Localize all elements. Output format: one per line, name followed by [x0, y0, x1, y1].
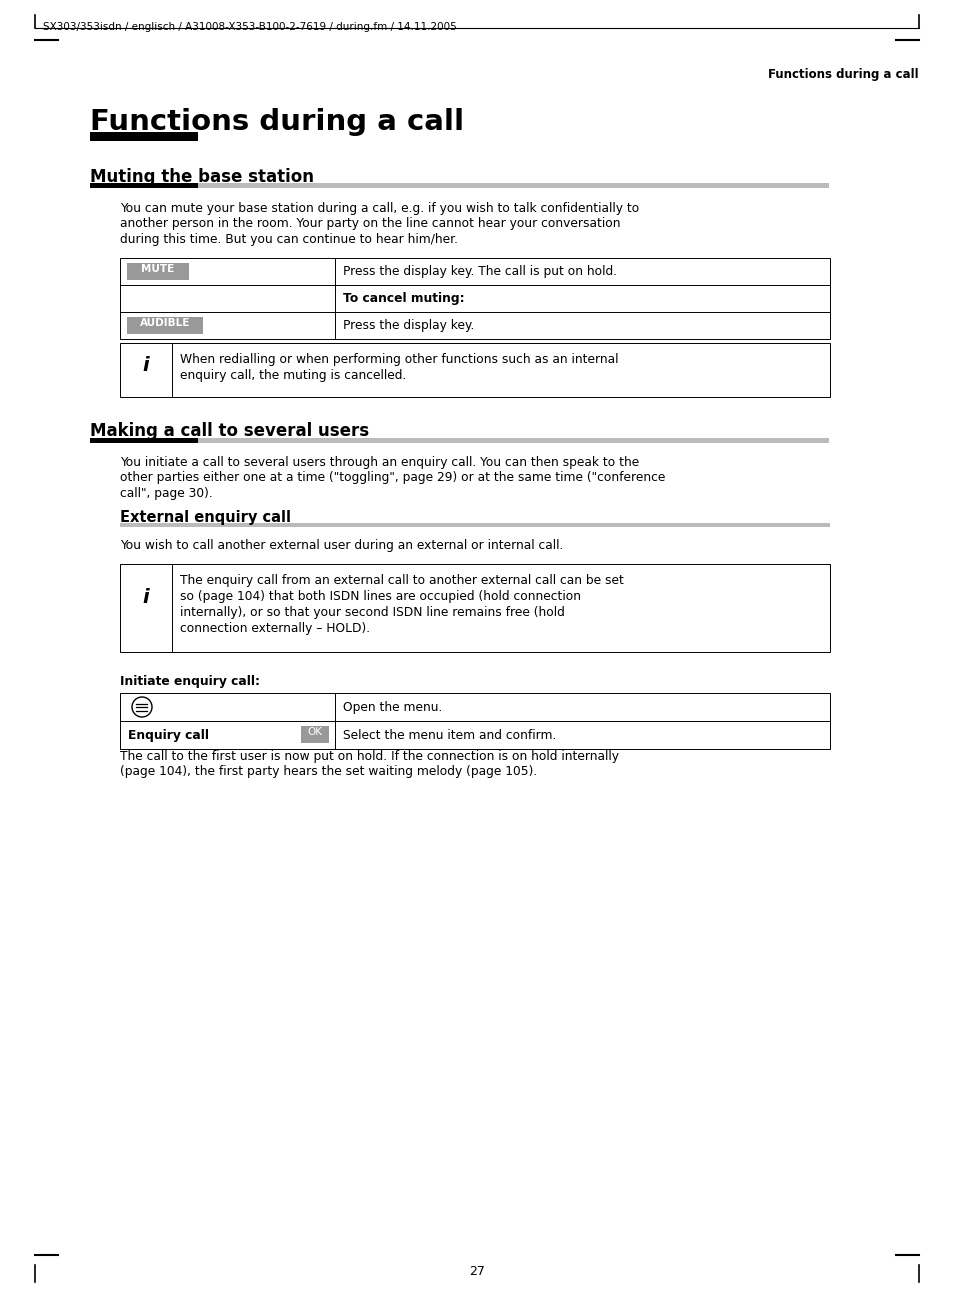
- Text: connection externally – HOLD).: connection externally – HOLD).: [180, 622, 370, 635]
- Text: Select the menu item and confirm.: Select the menu item and confirm.: [343, 729, 556, 742]
- Text: SX303/353isdn / englisch / A31008-X353-B100-2-7619 / during.fm / 14.11.2005: SX303/353isdn / englisch / A31008-X353-B…: [43, 22, 456, 31]
- Text: Functions during a call: Functions during a call: [767, 68, 918, 81]
- Bar: [198, 438, 828, 443]
- Text: during this time. But you can continue to hear him/her.: during this time. But you can continue t…: [120, 233, 457, 246]
- Text: You initiate a call to several users through an enquiry call. You can then speak: You initiate a call to several users thr…: [120, 456, 639, 469]
- Text: Enquiry call: Enquiry call: [128, 729, 209, 742]
- Text: Functions during a call: Functions during a call: [90, 108, 464, 136]
- Text: OK: OK: [307, 727, 322, 737]
- Text: call", page 30).: call", page 30).: [120, 488, 213, 501]
- Text: Press the display key.: Press the display key.: [343, 319, 474, 332]
- Bar: [120, 342, 829, 397]
- Text: You can mute your base station during a call, e.g. if you wish to talk confident: You can mute your base station during a …: [120, 203, 639, 214]
- Text: AUDIBLE: AUDIBLE: [140, 318, 190, 328]
- Bar: [120, 565, 829, 652]
- Text: so (page 104) that both ISDN lines are occupied (hold connection: so (page 104) that both ISDN lines are o…: [180, 589, 580, 603]
- Text: To cancel muting:: To cancel muting:: [343, 291, 464, 305]
- Bar: [120, 523, 829, 527]
- Bar: [120, 693, 829, 749]
- Text: Open the menu.: Open the menu.: [343, 701, 442, 714]
- Bar: [198, 183, 828, 188]
- Bar: [127, 263, 189, 280]
- Text: Press the display key. The call is put on hold.: Press the display key. The call is put o…: [343, 265, 617, 278]
- Text: When redialling or when performing other functions such as an internal: When redialling or when performing other…: [180, 353, 618, 366]
- Text: You wish to call another external user during an external or internal call.: You wish to call another external user d…: [120, 538, 563, 552]
- Text: The enquiry call from an external call to another external call can be set: The enquiry call from an external call t…: [180, 574, 623, 587]
- Text: External enquiry call: External enquiry call: [120, 510, 291, 525]
- Bar: [90, 183, 198, 188]
- Bar: [301, 725, 329, 742]
- Text: internally), or so that your second ISDN line remains free (hold: internally), or so that your second ISDN…: [180, 606, 564, 620]
- Text: Initiate enquiry call:: Initiate enquiry call:: [120, 674, 260, 687]
- Text: Muting the base station: Muting the base station: [90, 169, 314, 186]
- Text: Making a call to several users: Making a call to several users: [90, 422, 369, 440]
- Text: other parties either one at a time ("toggling", page 29) or at the same time ("c: other parties either one at a time ("tog…: [120, 472, 664, 485]
- Text: another person in the room. Your party on the line cannot hear your conversation: another person in the room. Your party o…: [120, 217, 619, 230]
- Bar: [90, 132, 198, 141]
- Text: enquiry call, the muting is cancelled.: enquiry call, the muting is cancelled.: [180, 369, 406, 382]
- Text: MUTE: MUTE: [141, 264, 174, 274]
- Text: 27: 27: [469, 1265, 484, 1278]
- Text: i: i: [143, 588, 150, 606]
- Bar: [90, 438, 198, 443]
- Bar: [127, 318, 203, 335]
- Text: (page 104), the first party hears the set waiting melody (page 105).: (page 104), the first party hears the se…: [120, 766, 537, 779]
- Bar: [120, 257, 829, 339]
- Text: The call to the first user is now put on hold. If the connection is on hold inte: The call to the first user is now put on…: [120, 750, 618, 763]
- Text: i: i: [143, 356, 150, 375]
